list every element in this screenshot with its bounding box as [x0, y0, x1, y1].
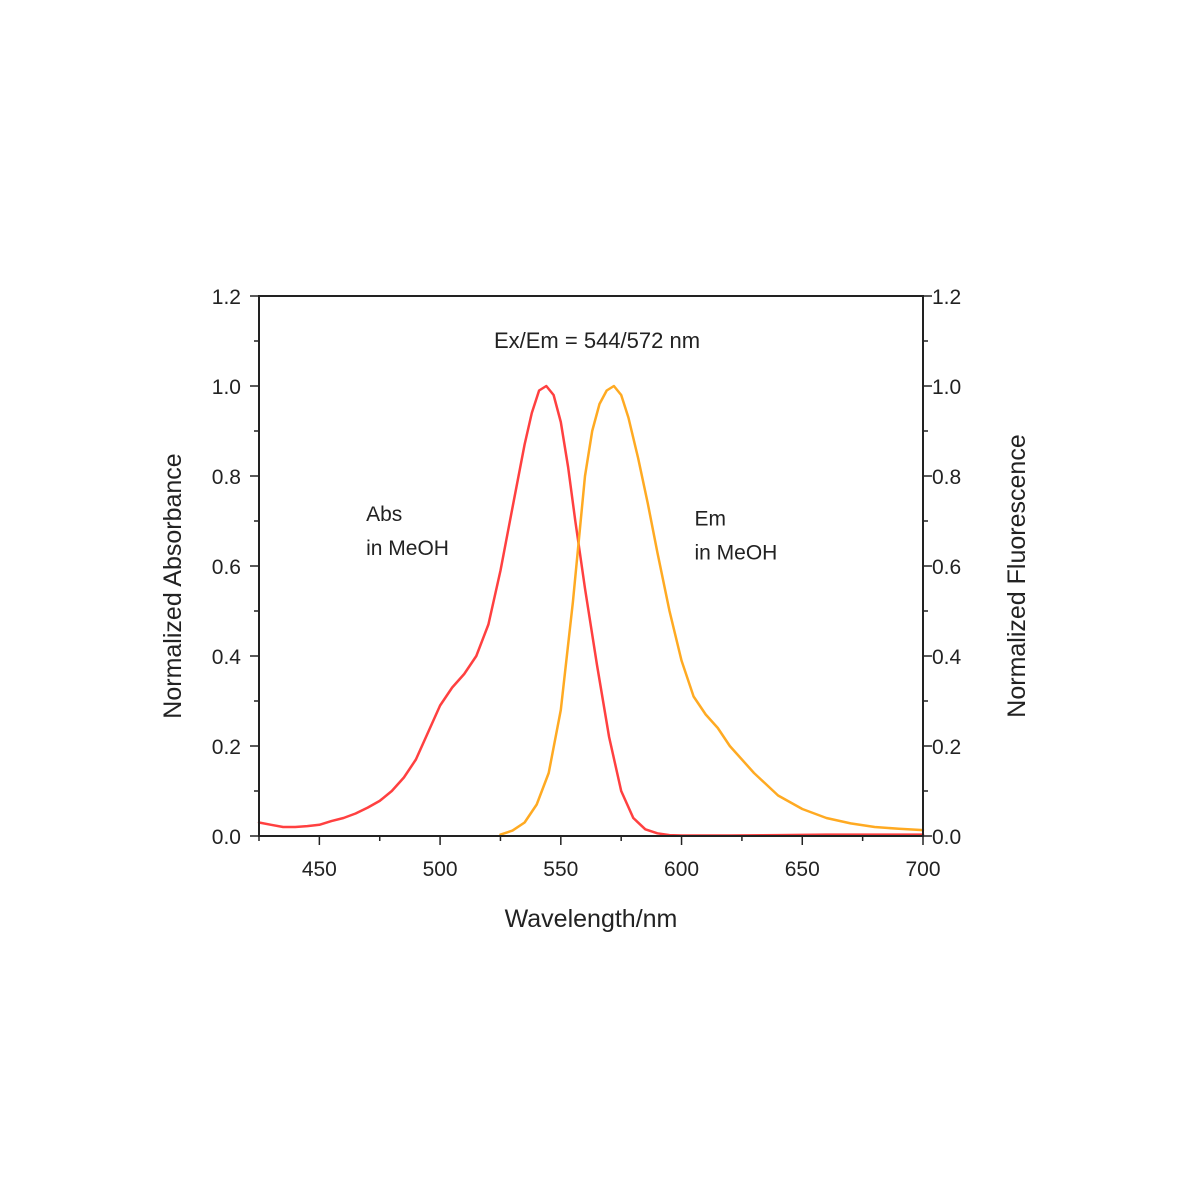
y-tick-label-left: 0.0	[212, 826, 241, 849]
em-annotation: Em	[694, 508, 726, 531]
y-tick-label-left: 0.6	[212, 556, 241, 579]
y-tick-label-right: 0.8	[932, 466, 961, 489]
labels-layer: 450 500 550 600 650 700 0.0 0.0 0.2 0.2 0.4 0.4 0.6 0…	[212, 286, 962, 881]
x-axis-title: Wavelength/nm	[505, 905, 678, 933]
x-tick-label: 700	[905, 858, 940, 881]
y-axis-title-right: Normalized Fluorescence	[1003, 434, 1031, 717]
x-tick-label: 650	[785, 858, 820, 881]
absorbance-series-line	[257, 384, 925, 837]
ticks-layer	[250, 295, 932, 845]
annotation-layer: Abs in MeOH Em in MeOH	[366, 503, 777, 565]
em-annotation: in MeOH	[694, 542, 777, 565]
y-tick-label-right: 0.6	[932, 556, 961, 579]
abs-annotation: in MeOH	[366, 537, 449, 560]
y-tick-label-right: 1.0	[932, 376, 961, 399]
y-tick-label-left: 1.0	[212, 376, 241, 399]
y-tick-label-right: 1.2	[932, 286, 961, 309]
emission-series-line	[499, 384, 925, 836]
series-layer	[257, 384, 925, 837]
y-tick-label-left: 0.8	[212, 466, 241, 489]
plot-frame	[258, 295, 924, 837]
y-tick-label-left: 0.2	[212, 736, 241, 759]
y-tick-label-right: 0.2	[932, 736, 961, 759]
x-tick-label: 450	[302, 858, 337, 881]
chart-title: Ex/Em = 544/572 nm	[494, 328, 700, 353]
x-tick-label: 500	[423, 858, 458, 881]
x-tick-label: 600	[664, 858, 699, 881]
y-tick-label-left: 1.2	[212, 286, 241, 309]
abs-annotation: Abs	[366, 503, 402, 526]
x-tick-label: 550	[543, 858, 578, 881]
y-axis-title-left: Normalized Absorbance	[159, 453, 187, 718]
y-tick-label-right: 0.4	[932, 646, 962, 669]
y-tick-label-right: 0.0	[932, 826, 961, 849]
y-tick-label-left: 0.4	[212, 646, 242, 669]
